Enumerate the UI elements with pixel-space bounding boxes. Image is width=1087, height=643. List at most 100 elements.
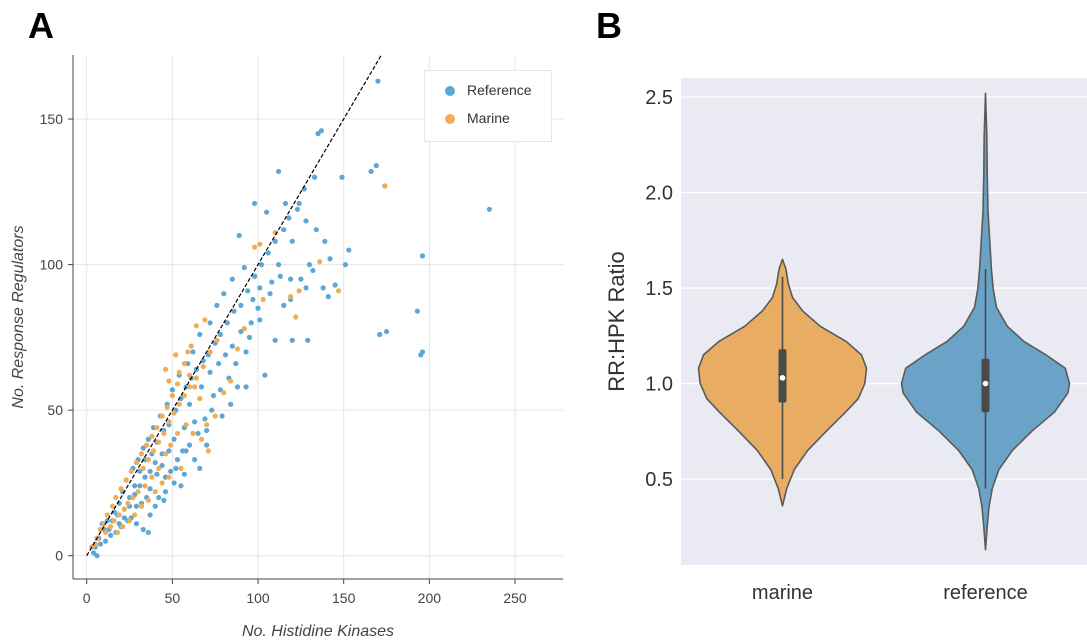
scatter-point-marine (118, 486, 124, 492)
scatter-point-marine (142, 483, 148, 489)
scatter-point-reference (248, 320, 254, 326)
scatter-point-reference (258, 262, 265, 268)
scatter-point-marine (133, 459, 139, 466)
scatter-point-reference (303, 218, 309, 224)
scatter-point-marine (260, 296, 266, 303)
scatter-point-reference (419, 253, 426, 259)
scatter-point-reference (332, 282, 338, 288)
scatter-point-reference (204, 427, 210, 434)
scatter-point-marine (205, 448, 211, 454)
scatter-point-marine (138, 451, 145, 457)
scatter-point-reference (140, 445, 146, 451)
legend-label-reference: Reference (467, 82, 532, 98)
scatter-point-marine (159, 413, 165, 419)
scatter-point-marine (109, 503, 116, 509)
scatter-point-marine (200, 363, 206, 370)
scatter-point-marine (173, 352, 179, 358)
scatter-point-marine (150, 448, 157, 454)
violin-median-marine (779, 375, 786, 381)
scatter-point-marine (161, 430, 167, 437)
scatter-point-reference (289, 337, 295, 343)
scatter-point-reference (174, 457, 181, 463)
x-tick-label: 100 (246, 590, 270, 606)
scatter-point-reference (282, 200, 289, 207)
y-tick-label: 1.0 (645, 374, 673, 396)
x-tick-label: 150 (332, 590, 356, 606)
scatter-point-marine (120, 524, 126, 530)
scatter-point-reference (339, 174, 345, 180)
scatter-point-marine (193, 323, 199, 329)
x-tick-label: 50 (165, 590, 181, 606)
scatter-point-marine (111, 518, 117, 524)
scatter-point-reference (221, 291, 227, 297)
scatter-point-reference (147, 486, 153, 492)
scatter-point-reference (217, 387, 223, 393)
scatter-point-marine (228, 378, 234, 384)
scatter-point-reference (373, 163, 379, 169)
scatter-point-reference (145, 529, 151, 536)
scatter-point-reference (207, 369, 213, 375)
scatter-point-marine (198, 436, 205, 442)
scatter-point-reference (318, 128, 325, 134)
scatter-point-marine (123, 477, 129, 483)
scatter-point-reference (303, 285, 309, 291)
scatter-point-reference (147, 512, 153, 518)
scatter-point-reference (252, 273, 258, 279)
scatter-point-reference (204, 442, 210, 448)
scatter-point-marine (185, 349, 191, 355)
scatter-point-reference (255, 305, 261, 311)
scatter-point-reference (140, 526, 146, 533)
scatter-point-reference (166, 448, 172, 454)
scatter-point-marine (140, 465, 146, 471)
scatter-point-marine (166, 378, 172, 384)
scatter-point-reference (186, 442, 193, 448)
scatter-point-marine (193, 375, 199, 381)
x-tick-label: reference (943, 582, 1028, 604)
scatter-point-marine (174, 430, 181, 437)
scatter-point-reference (238, 328, 244, 335)
scatter-point-marine (125, 500, 131, 506)
x-tick-label: 250 (503, 590, 527, 606)
scatter-point-marine (212, 413, 218, 419)
legend-marker-reference (445, 86, 455, 96)
scatter-point-reference (145, 436, 151, 442)
scatter-point-reference (233, 360, 239, 367)
scatter-point-reference (250, 296, 256, 303)
scatter-point-reference (298, 276, 304, 282)
scatter-point-marine (190, 430, 196, 437)
scatter-point-reference (245, 288, 251, 294)
scatter-point-marine (144, 442, 150, 448)
scatter-point-marine (113, 494, 119, 501)
scatter-point-marine (181, 393, 187, 399)
scatter-point-marine (241, 326, 247, 332)
scatter-point-reference (281, 302, 287, 308)
scatter-point-marine (293, 314, 299, 320)
scatter-point-reference (133, 503, 139, 509)
scatter-point-reference (275, 168, 282, 175)
scatter-point-reference (108, 532, 114, 538)
scatter-point-marine (135, 489, 141, 495)
scatter-point-reference (178, 483, 184, 489)
scatter-point-marine (382, 183, 388, 189)
scatter-point-reference (296, 200, 302, 207)
scatter-point-marine (204, 422, 210, 428)
scatter-point-marine (114, 529, 121, 536)
scatter-point-marine (287, 294, 294, 300)
scatter-point-marine (166, 474, 172, 480)
scatter-point-marine (166, 419, 172, 425)
scatter-point-reference (202, 416, 208, 422)
scatter-point-reference (306, 262, 313, 268)
y-tick-label: 0 (55, 548, 63, 564)
scatter-point-reference (311, 174, 318, 180)
scatter-point-marine (149, 433, 155, 439)
scatter-point-reference (286, 215, 292, 221)
scatter-point-marine (174, 381, 181, 387)
scatter-point-marine (116, 512, 122, 518)
scatter-point-reference (368, 168, 374, 175)
scatter-point-reference (315, 131, 321, 137)
scatter-point-reference (152, 459, 158, 466)
scatter-point-reference (173, 465, 179, 471)
scatter-chart: 0 50 100 150 200 250 0 50 100 150 No. Histidine Ki… (10, 54, 563, 640)
scatter-point-reference (257, 285, 263, 291)
scatter-point-reference (289, 238, 295, 244)
